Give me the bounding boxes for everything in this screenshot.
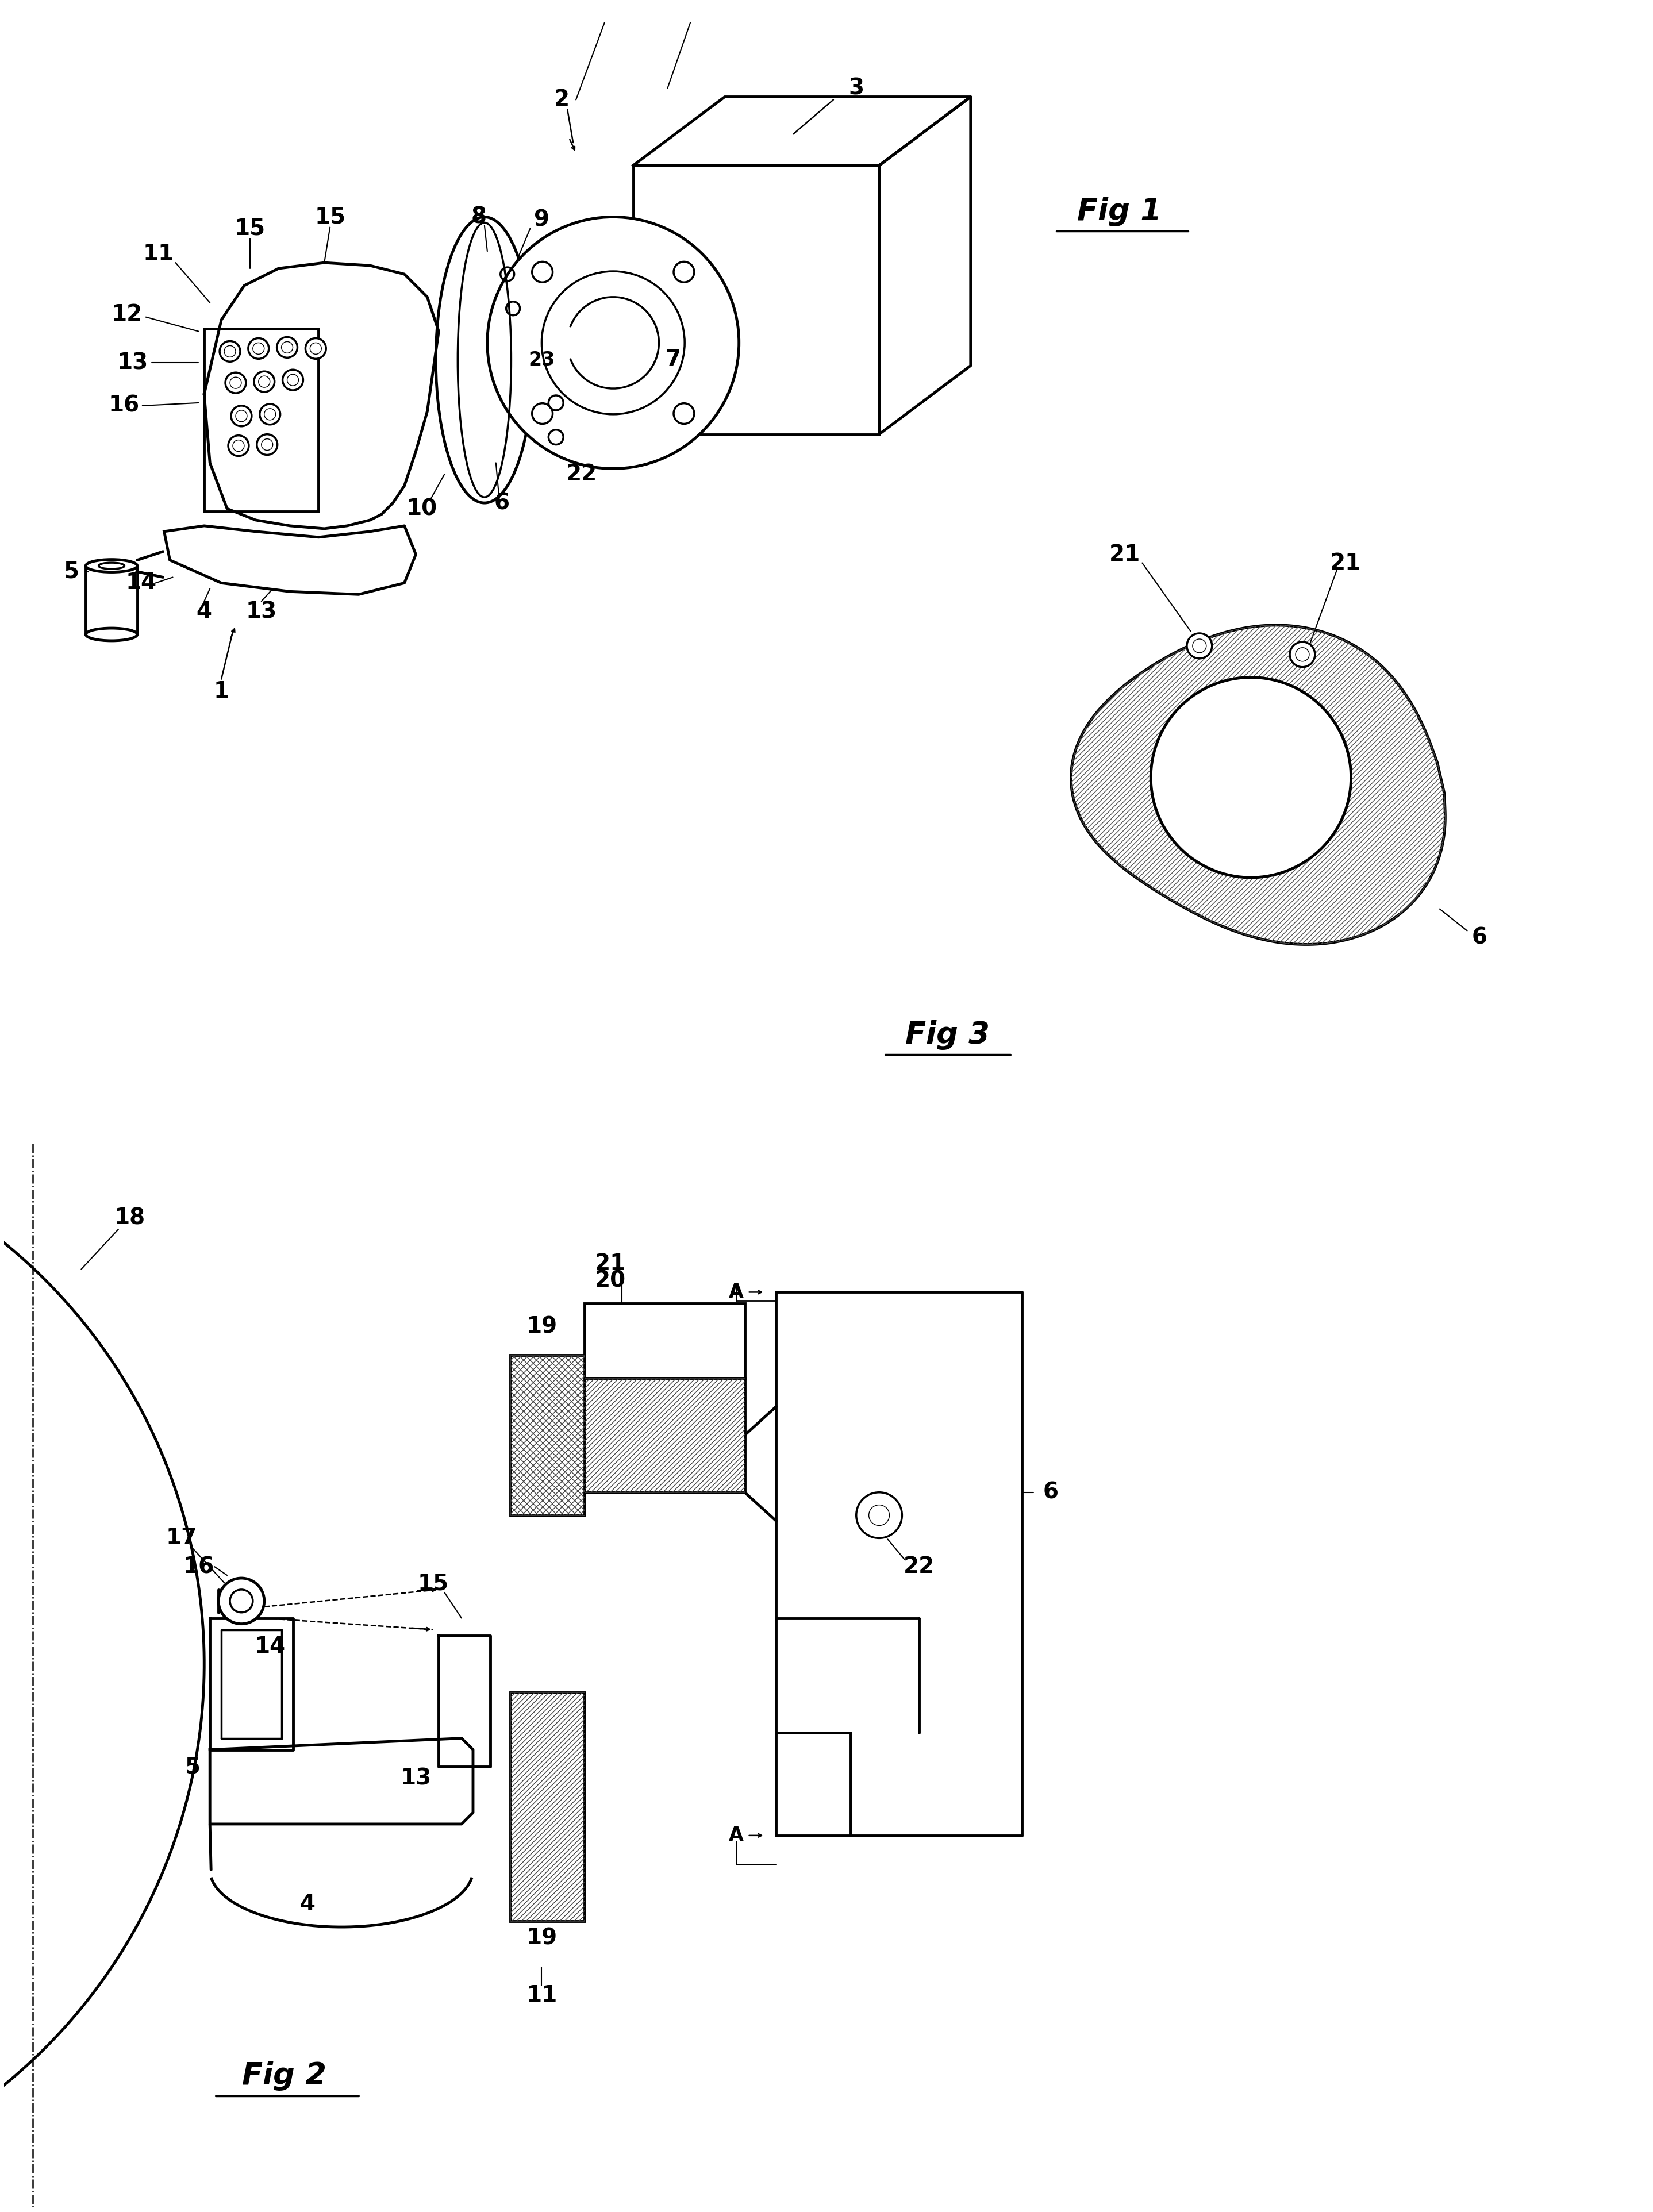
Circle shape bbox=[256, 434, 278, 456]
Circle shape bbox=[532, 403, 552, 425]
Text: 6: 6 bbox=[1043, 1482, 1058, 1504]
Text: 14: 14 bbox=[126, 573, 157, 593]
Text: 15: 15 bbox=[314, 206, 345, 228]
Text: Fig 3: Fig 3 bbox=[906, 1020, 990, 1051]
Bar bbox=[511, 1356, 585, 1515]
Text: A: A bbox=[729, 1825, 744, 1845]
Circle shape bbox=[549, 396, 564, 409]
Circle shape bbox=[1150, 677, 1351, 878]
Circle shape bbox=[856, 1493, 903, 1537]
Text: 6: 6 bbox=[494, 491, 509, 513]
Text: 16: 16 bbox=[109, 394, 139, 416]
Text: 3: 3 bbox=[848, 77, 865, 100]
Text: 13: 13 bbox=[400, 1767, 431, 1790]
Circle shape bbox=[674, 403, 694, 425]
Text: 6: 6 bbox=[1471, 927, 1488, 949]
Text: 15: 15 bbox=[235, 217, 266, 239]
Text: 2: 2 bbox=[554, 88, 570, 111]
Text: 5: 5 bbox=[64, 560, 79, 582]
Text: 19: 19 bbox=[526, 1927, 557, 1949]
Text: 11: 11 bbox=[142, 243, 174, 265]
Text: 13: 13 bbox=[246, 602, 278, 622]
Text: 5: 5 bbox=[185, 1756, 200, 1778]
Text: 22: 22 bbox=[904, 1555, 934, 1577]
Text: 15: 15 bbox=[418, 1573, 448, 1595]
Ellipse shape bbox=[86, 560, 137, 573]
Text: 21: 21 bbox=[1329, 553, 1360, 573]
Circle shape bbox=[260, 405, 281, 425]
Text: 11: 11 bbox=[526, 1984, 557, 2006]
Circle shape bbox=[255, 372, 274, 392]
Bar bbox=[585, 1303, 746, 1378]
Circle shape bbox=[674, 261, 694, 283]
Text: 10: 10 bbox=[407, 498, 436, 520]
Ellipse shape bbox=[436, 217, 532, 502]
Circle shape bbox=[276, 336, 298, 358]
Circle shape bbox=[231, 405, 251, 427]
Text: 9: 9 bbox=[534, 208, 549, 230]
Text: 14: 14 bbox=[255, 1637, 286, 1657]
Circle shape bbox=[549, 429, 564, 445]
Polygon shape bbox=[1071, 626, 1445, 945]
Circle shape bbox=[228, 436, 250, 456]
Bar bbox=[511, 1692, 585, 1922]
Text: 17: 17 bbox=[165, 1526, 197, 1548]
Bar bbox=[585, 1378, 746, 1493]
Text: Fig 2: Fig 2 bbox=[241, 2062, 327, 2090]
Circle shape bbox=[283, 369, 302, 389]
Text: 18: 18 bbox=[114, 1208, 145, 1228]
Text: 16: 16 bbox=[183, 1555, 213, 1577]
Bar bbox=[585, 1378, 746, 1493]
Text: 21: 21 bbox=[595, 1252, 626, 1274]
Text: 13: 13 bbox=[117, 352, 149, 374]
Bar bbox=[511, 1692, 585, 1922]
Circle shape bbox=[218, 1577, 264, 1624]
Circle shape bbox=[1187, 633, 1212, 659]
Text: 1: 1 bbox=[213, 681, 230, 703]
Text: 23: 23 bbox=[529, 349, 555, 369]
Circle shape bbox=[532, 261, 552, 283]
Circle shape bbox=[220, 341, 240, 361]
Text: Fig 1: Fig 1 bbox=[1078, 197, 1162, 226]
Text: 22: 22 bbox=[565, 462, 597, 484]
Circle shape bbox=[306, 338, 326, 358]
Circle shape bbox=[248, 338, 269, 358]
Text: 4: 4 bbox=[197, 602, 212, 622]
Text: 7: 7 bbox=[666, 349, 681, 372]
Circle shape bbox=[488, 217, 739, 469]
Text: A: A bbox=[729, 1283, 744, 1301]
Circle shape bbox=[1289, 641, 1316, 668]
Text: 4: 4 bbox=[299, 1893, 316, 1916]
Bar bbox=[511, 1356, 585, 1515]
Text: 19: 19 bbox=[526, 1316, 557, 1338]
Text: 21: 21 bbox=[1109, 544, 1141, 566]
Text: 8: 8 bbox=[471, 206, 486, 228]
Text: 20: 20 bbox=[595, 1270, 626, 1292]
Ellipse shape bbox=[86, 628, 137, 641]
Circle shape bbox=[225, 372, 246, 394]
Text: 12: 12 bbox=[111, 303, 142, 325]
